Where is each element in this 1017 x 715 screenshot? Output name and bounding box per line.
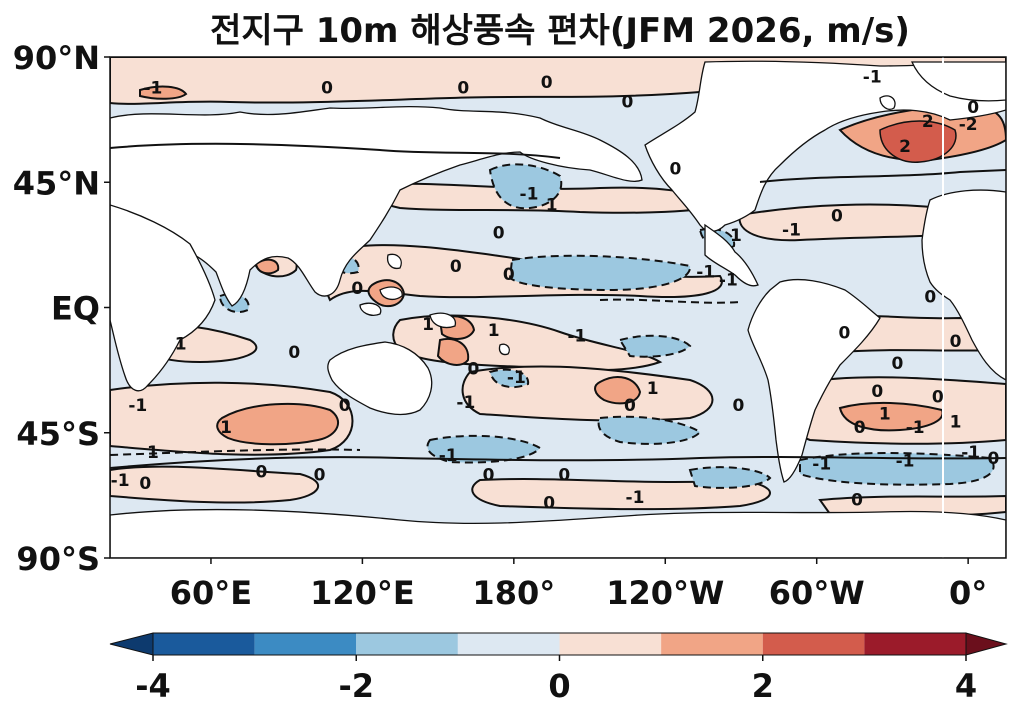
contour-label: 0 <box>339 396 351 416</box>
contour-label: 0 <box>892 354 904 374</box>
contour-label: 0 <box>839 324 851 344</box>
contour-label: 0 <box>950 332 962 352</box>
colorbar-tick-label: 0 <box>548 667 570 705</box>
colorbar-segment <box>153 633 255 655</box>
colorbar: -4 -2 0 2 4 <box>109 632 1008 705</box>
contour-label: 1 <box>950 413 962 433</box>
contour-label: -1 <box>439 446 458 466</box>
contour-label: -1 <box>782 221 801 241</box>
x-tick-label: 0° <box>949 574 987 612</box>
x-tick-label: 60°E <box>170 574 252 612</box>
zero-contour-lines <box>110 142 1006 469</box>
colorbar-segment <box>254 633 357 655</box>
contour-label: 0 <box>493 223 505 243</box>
colorbar-tick-label: 2 <box>752 667 774 705</box>
contour-label: -1 <box>111 471 130 491</box>
contour-label: -1 <box>456 393 475 413</box>
x-tick-label: 180° <box>472 574 555 612</box>
contour-label: 2 <box>922 112 934 132</box>
contour-label: 1 <box>422 315 434 335</box>
land-masses <box>110 60 1006 558</box>
contour-label: -2 <box>959 115 978 135</box>
contour-label: 0 <box>854 418 866 438</box>
contour-label: -1 <box>128 396 147 416</box>
contour-label: 0 <box>139 474 151 494</box>
colorbar-segment <box>457 633 560 655</box>
contour-label: 1 <box>220 418 232 438</box>
contour-label: 0 <box>256 463 268 483</box>
contour-label: -1 <box>567 326 586 346</box>
contour-label: 0 <box>314 466 326 486</box>
contour-label: 1 <box>175 335 187 355</box>
y-tick-label: 90°S <box>16 540 100 578</box>
contour-label: 0 <box>669 159 681 179</box>
contour-label: 0 <box>987 449 999 469</box>
contour-label: 1 <box>647 379 659 399</box>
contour-label: 0 <box>321 79 333 99</box>
contour-label: 0 <box>288 343 300 363</box>
colorbar-tick-label: -2 <box>338 667 374 705</box>
contour-label: -1 <box>719 271 738 291</box>
contour-label: 0 <box>503 265 515 285</box>
contour-label: 0 <box>967 98 979 118</box>
contour-label: -1 <box>863 67 882 87</box>
contour-label: -1 <box>812 454 831 474</box>
y-tick-label: 90°N <box>13 39 100 77</box>
colorbar-segment <box>762 633 865 655</box>
y-tick-label: 45°N <box>13 164 100 202</box>
colorbar-segment <box>559 633 662 655</box>
contour-label: 0 <box>924 287 936 307</box>
contour-label: -1 <box>696 262 715 282</box>
contour-label: -1 <box>896 452 915 472</box>
dashed-contour-lines <box>110 298 741 456</box>
contour-label: 2 <box>899 137 911 157</box>
y-tick-label: EQ <box>51 290 100 328</box>
contour-label: 0 <box>541 73 553 93</box>
contour-label: 0 <box>468 360 480 380</box>
axis-ticks: 60°E 120°E 180° 120°W 60°W 0° 90°N 45°N EQ 45°S 90… <box>13 39 988 612</box>
x-tick-label: 120°W <box>606 574 724 612</box>
contour-label: -1 <box>626 488 645 508</box>
colorbar-tick-label: -4 <box>135 667 171 705</box>
contour-label: 0 <box>932 388 944 408</box>
colorbar-tick-label: 4 <box>955 667 977 705</box>
contour-label: 0 <box>733 396 745 416</box>
contour-label: 0 <box>624 396 636 416</box>
contour-label: 0 <box>543 493 555 513</box>
contour-label: 1 <box>546 196 558 216</box>
chart-title: 전지구 10m 해상풍속 편차(JFM 2026, m/s) <box>210 11 910 51</box>
contour-label: 1 <box>730 226 742 246</box>
y-tick-label: 45°S <box>16 415 100 453</box>
contour-label: -1 <box>507 368 526 388</box>
colorbar-segment <box>864 633 966 655</box>
contour-label: 0 <box>558 466 570 486</box>
colorbar-extend-high <box>965 632 1008 656</box>
contour-label: 1 <box>879 404 891 424</box>
contour-label: 0 <box>871 382 883 402</box>
contour-label: -1 <box>520 184 539 204</box>
contour-label: -1 <box>906 418 925 438</box>
contour-label: 0 <box>621 93 633 113</box>
contour-label: -1 <box>961 443 980 463</box>
contour-label: -1 <box>143 79 162 99</box>
contour-label: 0 <box>851 491 863 511</box>
x-tick-label: 60°W <box>769 574 865 612</box>
contour-label: 0 <box>351 279 363 299</box>
x-tick-label: 120°E <box>310 574 415 612</box>
colorbar-segment <box>661 633 763 655</box>
contour-label: 0 <box>457 79 469 99</box>
contour-label: 0 <box>450 257 462 277</box>
colorbar-extend-low <box>109 632 154 656</box>
contour-label: 0 <box>831 207 843 227</box>
contour-label: 0 <box>483 466 495 486</box>
colorbar-segment <box>356 633 458 655</box>
contour-label: 1 <box>488 321 500 341</box>
contour-label: 1 <box>147 443 159 463</box>
